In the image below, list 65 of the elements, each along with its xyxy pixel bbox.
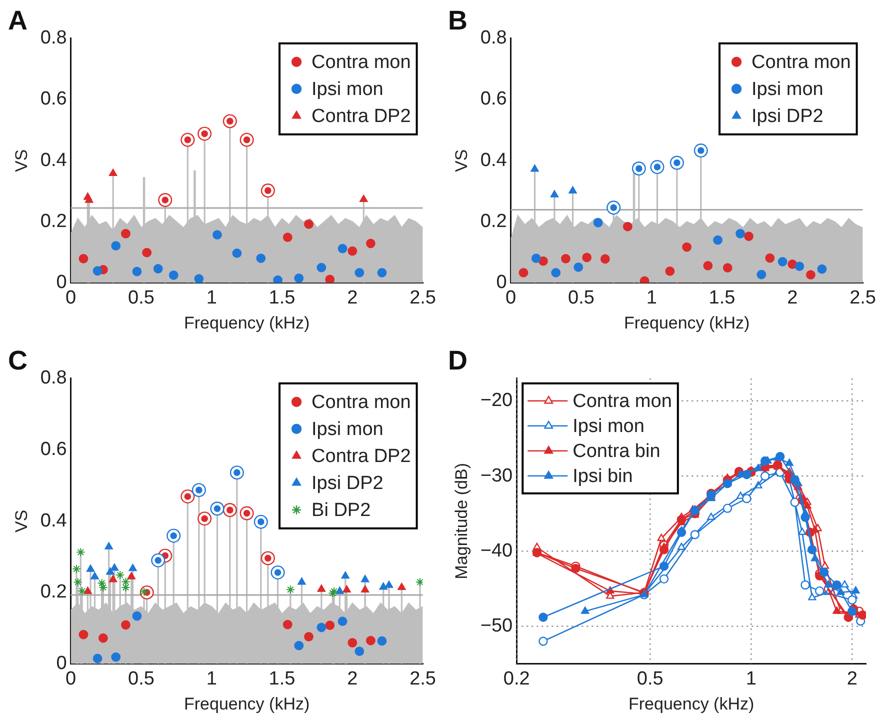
y-tick-label: −30	[480, 465, 513, 486]
y-tick-label: −40	[480, 540, 513, 562]
x-tick-label: 1.5	[268, 287, 296, 308]
y-tick-label: 0	[496, 272, 507, 294]
legend-label: Bi DP2	[312, 500, 371, 522]
legend-label: Contra DP2	[312, 446, 411, 468]
legend-label: Contra mon	[572, 391, 672, 412]
x-tick-label: 1.5	[708, 287, 736, 308]
legend-label: Ipsi mon	[312, 419, 384, 440]
y-axis-title: VS	[12, 149, 31, 172]
y-tick-label: −50	[480, 615, 513, 636]
chart-title: D	[448, 346, 468, 376]
chart-title: B	[448, 6, 468, 36]
x-axis-title: Frequency (kHz)	[628, 694, 754, 714]
legend-label: Ipsi mon	[572, 416, 644, 438]
y-tick-label: 0.6	[40, 438, 67, 460]
x-tick-label: 1	[646, 287, 657, 308]
legend-label: Ipsi bin	[572, 466, 633, 488]
legend-label: Contra DP2	[312, 106, 411, 128]
legend-label: Contra mon	[312, 392, 411, 414]
x-tick-label: 1.5	[268, 668, 296, 690]
legend-label: Contra mon	[752, 52, 851, 74]
y-tick-label: 0.6	[480, 88, 507, 110]
legend-label: Contra bin	[572, 441, 660, 462]
legend-label: Contra mon	[312, 52, 411, 74]
y-tick-label: 0.8	[40, 368, 67, 389]
x-tick-label: 1	[206, 287, 217, 308]
x-tick-label: 0.5	[128, 668, 154, 690]
x-tick-label: 0.2	[503, 668, 530, 690]
x-axis-title: Frequency (kHz)	[624, 313, 750, 332]
x-tick-label: 2	[787, 287, 798, 308]
y-tick-label: 0.2	[40, 582, 67, 603]
y-tick-label: 0.8	[480, 28, 507, 49]
y-tick-label: 0.4	[40, 510, 68, 532]
x-tick-label: 2	[347, 287, 358, 308]
y-axis-title: VS	[12, 510, 31, 532]
y-tick-label: 0.4	[40, 150, 68, 171]
legend-label: Ipsi DP2	[312, 473, 384, 494]
y-tick-label: 0	[56, 653, 67, 674]
y-tick-label: 0.4	[480, 150, 508, 171]
x-axis-title: Frequency (kHz)	[184, 694, 310, 714]
legend-label: Ipsi mon	[752, 79, 824, 100]
legend-label: Ipsi mon	[312, 79, 384, 100]
x-tick-label: 1	[206, 668, 217, 690]
y-tick-label: −20	[480, 390, 513, 412]
x-tick-label: 0.5	[636, 668, 664, 690]
y-tick-label: 0.6	[40, 88, 67, 110]
y-axis-title: VS	[452, 149, 471, 172]
x-tick-label: 0.5	[128, 287, 154, 308]
x-tick-label: 2.5	[410, 287, 436, 308]
x-tick-label: 2.5	[850, 287, 876, 308]
chart-title: C	[8, 346, 28, 376]
y-tick-label: 0.8	[40, 28, 67, 49]
x-tick-label: 2	[846, 668, 858, 690]
y-tick-label: 0	[56, 272, 67, 294]
chart-title: A	[8, 6, 28, 36]
x-tick-label: 2.5	[410, 668, 436, 690]
y-tick-label: 0.2	[480, 210, 507, 232]
x-tick-label: 0.5	[568, 287, 594, 308]
x-tick-label: 1	[746, 668, 756, 690]
x-axis-title: Frequency (kHz)	[184, 313, 310, 332]
x-tick-label: 2	[347, 668, 358, 690]
legend-label: Ipsi DP2	[752, 106, 824, 128]
y-tick-label: 0.2	[40, 210, 67, 232]
y-axis-title: Magnitude (dB)	[452, 462, 471, 580]
